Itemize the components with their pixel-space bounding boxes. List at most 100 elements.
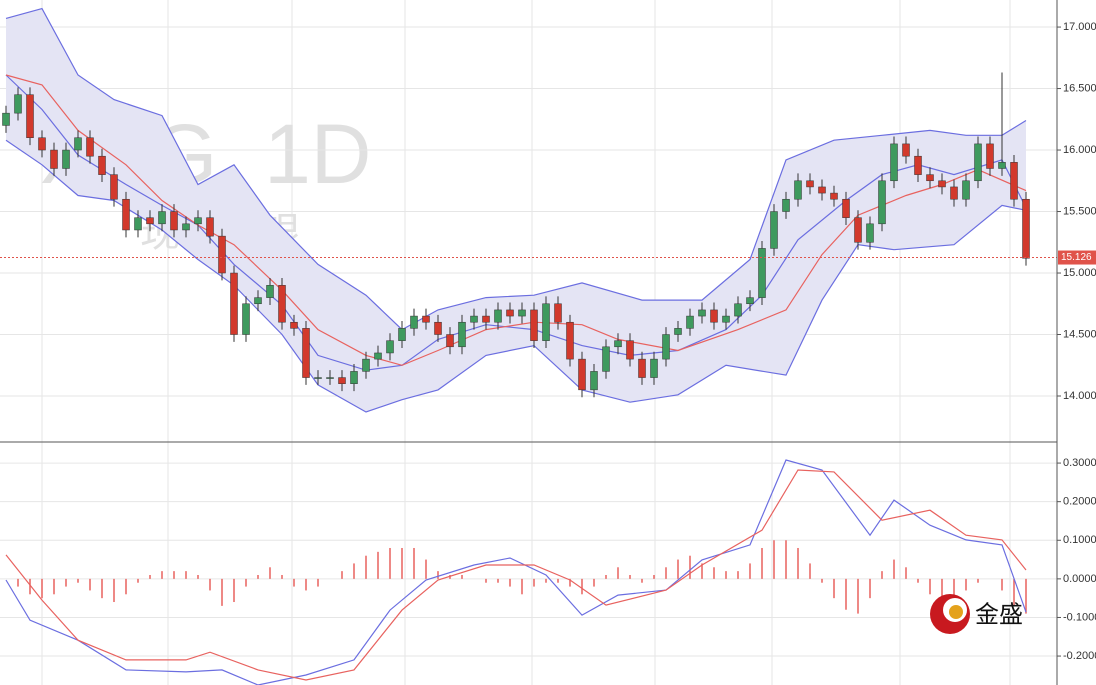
y-tick-label: 0.0000 <box>1063 573 1096 585</box>
candle-body <box>470 315 478 323</box>
candle-body <box>14 94 22 114</box>
histogram-bar <box>17 578 19 587</box>
candle-body <box>410 315 418 329</box>
histogram-bar <box>461 575 463 579</box>
histogram-bar <box>725 571 727 579</box>
candle-body <box>194 217 202 225</box>
candle-body <box>86 137 94 157</box>
histogram-bar <box>341 571 343 579</box>
candle-body <box>758 248 766 298</box>
histogram-bar <box>425 559 427 579</box>
histogram-bar <box>125 578 127 595</box>
candle-body <box>206 217 214 237</box>
band-fill <box>6 8 1026 412</box>
candle-body <box>734 303 742 317</box>
histogram-bar <box>101 578 103 599</box>
candle-body <box>314 377 322 379</box>
candle-body <box>866 223 874 243</box>
histogram-bar <box>437 571 439 579</box>
histogram-bar <box>977 578 979 583</box>
logo: 金盛 <box>930 594 1023 634</box>
histogram-bar <box>605 575 607 579</box>
histogram-bar <box>521 578 523 595</box>
candle-body <box>998 162 1006 169</box>
y-tick-label: 14.500 <box>1063 328 1096 340</box>
candle-body <box>1010 162 1018 200</box>
candle-body <box>626 340 634 360</box>
candle-body <box>950 186 958 200</box>
histogram-bar <box>953 578 955 599</box>
candle-body <box>794 180 802 200</box>
histogram-bar <box>929 578 931 595</box>
candle-body <box>782 198 790 212</box>
histogram-bar <box>629 575 631 579</box>
y-tick-label: 15.000 <box>1063 267 1096 279</box>
histogram-bar <box>905 567 907 579</box>
candle-body <box>890 143 898 182</box>
histogram-bar <box>449 575 451 579</box>
candle-body <box>422 315 430 323</box>
y-tick-label: 15.500 <box>1063 205 1096 217</box>
histogram-bar <box>317 578 319 587</box>
histogram-bar <box>821 578 823 583</box>
histogram-bar <box>53 578 55 595</box>
histogram-bar <box>221 578 223 606</box>
histogram-bar <box>209 578 211 591</box>
candle-body <box>698 309 706 317</box>
histogram-bar <box>269 567 271 579</box>
y-tick-label: 16.500 <box>1063 82 1096 94</box>
histogram-bar <box>245 578 247 587</box>
histogram-bar <box>785 540 787 579</box>
candle-body <box>590 371 598 391</box>
y-tick-label: 0.2000 <box>1063 496 1096 508</box>
histogram-bar <box>737 571 739 579</box>
histogram-bar <box>761 547 763 579</box>
histogram-bar <box>569 578 571 587</box>
histogram-bar <box>641 578 643 583</box>
histogram-bar <box>149 575 151 579</box>
candle-body <box>170 211 178 231</box>
histogram-bar <box>533 578 535 587</box>
y-tick-label: 14.000 <box>1063 390 1096 402</box>
histogram-bar <box>161 571 163 579</box>
candle-body <box>374 352 382 360</box>
candle-body <box>482 315 490 323</box>
histogram-bar <box>389 547 391 579</box>
candle-body <box>158 211 166 225</box>
histogram-bar <box>77 578 79 583</box>
candle-body <box>26 94 34 138</box>
candle-body <box>326 377 334 379</box>
histogram-bar <box>581 578 583 595</box>
candle-body <box>878 180 886 225</box>
y-tick-label: 16.000 <box>1063 144 1096 156</box>
candle-body <box>434 321 442 335</box>
histogram-bar <box>869 578 871 599</box>
candle-body <box>518 309 526 317</box>
y-tick-label: -0.2000 <box>1063 650 1096 662</box>
candle-body <box>350 371 358 384</box>
candle-body <box>110 174 118 200</box>
histogram-bar <box>593 578 595 587</box>
candle-body <box>494 309 502 323</box>
candle-body <box>542 303 550 341</box>
candle-body <box>386 340 394 354</box>
candle-body <box>926 174 934 182</box>
candle-body <box>98 155 106 175</box>
histogram-bar <box>653 575 655 579</box>
histogram-bar <box>29 578 31 595</box>
histogram-bar <box>137 578 139 583</box>
histogram-bar <box>701 563 703 579</box>
candle-body <box>578 358 586 391</box>
histogram-bar <box>941 578 943 603</box>
histogram-bar <box>113 578 115 603</box>
histogram-bar <box>1013 578 1015 606</box>
histogram-bar <box>509 578 511 587</box>
candle-body <box>914 155 922 175</box>
candle-body <box>974 143 982 182</box>
candle-body <box>446 334 454 348</box>
candle-body <box>302 328 310 378</box>
histogram-bar <box>413 547 415 579</box>
histogram-bar <box>881 571 883 579</box>
candle-body <box>746 297 754 305</box>
